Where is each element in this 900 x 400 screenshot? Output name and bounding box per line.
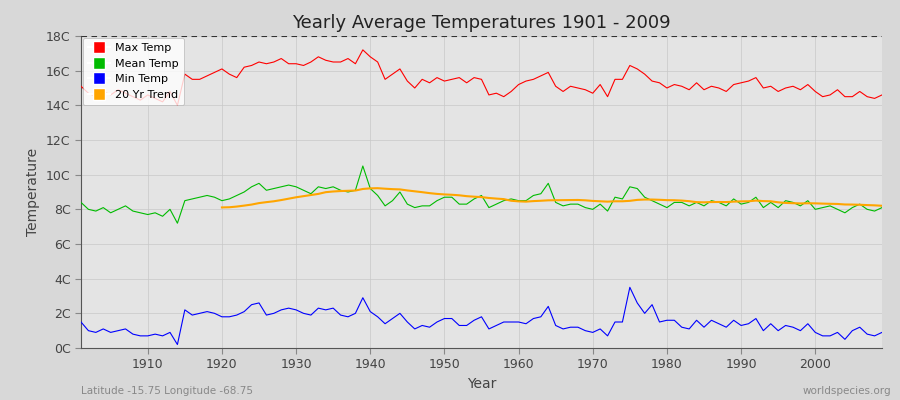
Text: Latitude -15.75 Longitude -68.75: Latitude -15.75 Longitude -68.75 bbox=[81, 386, 253, 396]
Title: Yearly Average Temperatures 1901 - 2009: Yearly Average Temperatures 1901 - 2009 bbox=[292, 14, 670, 32]
Text: worldspecies.org: worldspecies.org bbox=[803, 386, 891, 396]
Legend: Max Temp, Mean Temp, Min Temp, 20 Yr Trend: Max Temp, Mean Temp, Min Temp, 20 Yr Tre… bbox=[83, 38, 184, 105]
X-axis label: Year: Year bbox=[467, 377, 496, 391]
Y-axis label: Temperature: Temperature bbox=[26, 148, 40, 236]
